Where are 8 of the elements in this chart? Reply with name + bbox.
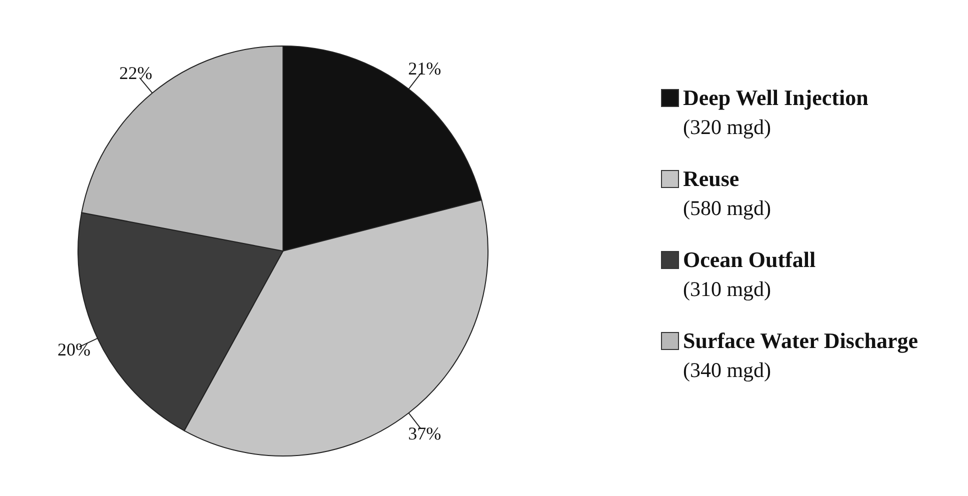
data-label: 20% <box>57 339 90 360</box>
legend-label: Surface Water Discharge (340 mgd) <box>682 328 918 383</box>
data-label: 21% <box>408 58 442 78</box>
legend-label: Reuse (580 mgd) <box>682 166 772 221</box>
data-label: 22% <box>119 63 152 84</box>
legend-label: Ocean Outfall (310 mgd) <box>682 247 817 302</box>
data-label: 37% <box>408 424 442 444</box>
legend-label: Deep Well Injection (320 mgd) <box>682 85 870 140</box>
